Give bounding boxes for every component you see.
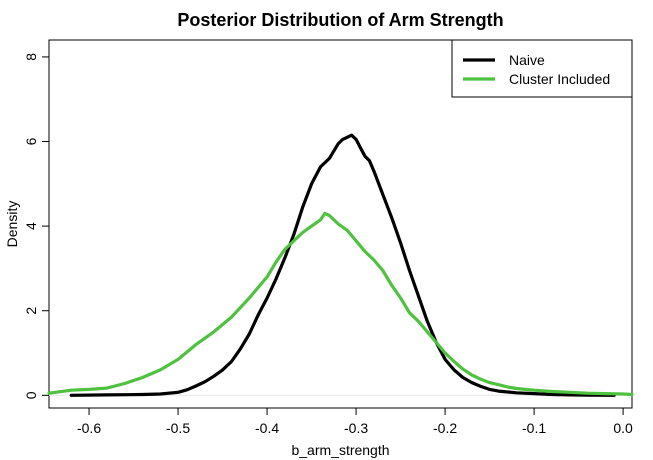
- series-line-naive: [69, 133, 616, 397]
- x-tick-label: -0.4: [255, 420, 279, 436]
- x-tick-label: -0.5: [166, 420, 190, 436]
- x-tick-label: -0.6: [77, 420, 101, 436]
- y-tick-label: 2: [23, 307, 39, 315]
- x-axis-label: b_arm_strength: [291, 442, 389, 458]
- chart-title: Posterior Distribution of Arm Strength: [177, 10, 503, 30]
- legend: Naive Cluster Included: [451, 39, 633, 98]
- legend-box: [451, 39, 633, 98]
- legend-label: Cluster Included: [509, 71, 610, 87]
- y-tick-label: 6: [23, 137, 39, 145]
- x-tick-label: -0.3: [344, 420, 368, 436]
- x-tick-label: -0.2: [433, 420, 457, 436]
- y-tick-label: 4: [23, 222, 39, 230]
- legend-label: Naive: [509, 52, 545, 68]
- y-axis: 0 2 4 6 8: [23, 53, 49, 399]
- x-axis: -0.6 -0.5 -0.4 -0.3 -0.2 -0.1 0.0: [77, 408, 633, 436]
- x-tick-label: -0.1: [522, 420, 546, 436]
- x-tick-label: 0.0: [613, 420, 633, 436]
- series-line-cluster-included: [47, 211, 634, 397]
- series-lines: [47, 133, 634, 397]
- plot-frame: [48, 39, 633, 409]
- y-axis-label: Density: [4, 201, 20, 248]
- y-tick-label: 8: [23, 53, 39, 61]
- y-tick-label: 0: [23, 391, 39, 399]
